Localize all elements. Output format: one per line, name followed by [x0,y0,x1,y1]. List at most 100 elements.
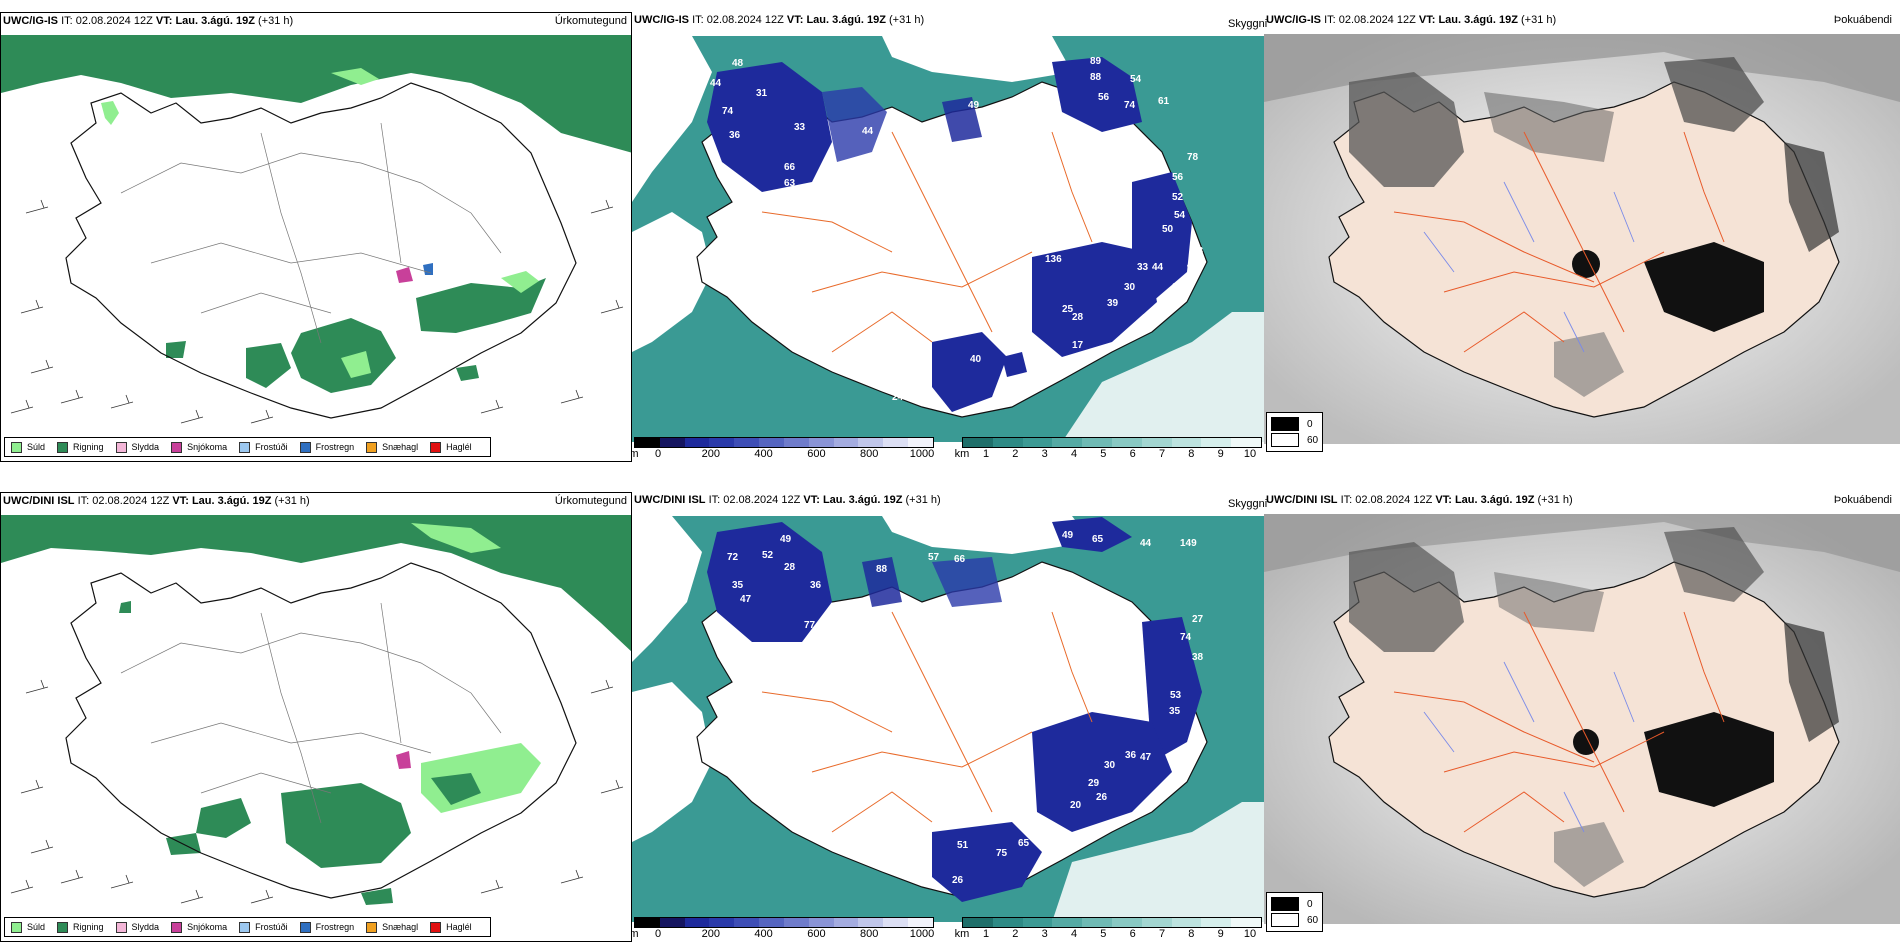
ceiling-value-label: 36 [729,130,741,141]
ceiling-value-label: 36 [1125,750,1137,761]
legend-swatch [57,921,69,933]
colorbar-tick-label: 1000 [909,448,935,460]
ceiling-value-label: 74 [1124,100,1136,111]
colorbar-tick-label: 5 [1100,448,1107,460]
legend-swatch [430,441,442,453]
colorbar-segment [1201,918,1232,927]
visibility-map [632,516,1264,922]
ceiling-value-label: 39 [1107,298,1119,309]
ceiling-value-label: 44 [1140,538,1152,549]
ceiling-value-label: 78 [1187,152,1199,163]
ceiling-value-label: 30 [1104,760,1116,771]
colorbar-tick-label: 4 [1070,448,1078,460]
precip-type-panel-row1: UWC/IG-IS IT: 02.08.2024 12Z VT: Lau. 3.… [0,12,632,462]
colorbar-segment [808,438,834,447]
colorbar-segment [1171,918,1202,927]
fog-legend-row: 60 [1271,912,1318,928]
colorbar-tick-label: 8 [1188,448,1195,460]
legend-label: Slydda [131,922,160,932]
colorbar-segment [1022,438,1053,447]
colorbar-segment [659,438,685,447]
ceiling-value-label: 56 [1172,172,1184,183]
legend-label: Haglél [446,442,472,452]
ceiling-labels: 48 44 31 74 36 33 66 63 56 89 88 54 56 74 61 49 66 46 44 63… [632,12,1264,462]
fog-legend-swatch [1271,417,1299,431]
ceiling-value-label: 52 [1172,192,1184,203]
legend-item: Rigning [57,441,104,453]
ceiling-value-label: 63 [784,178,796,189]
ceiling-value-label: 47 [1140,752,1152,763]
ceiling-value-label: 30 [1124,282,1136,293]
legend-swatch [57,441,69,453]
fog-legend-label: 60 [1307,434,1319,446]
legend-label: Frostúði [255,922,288,932]
panel-type-label: Þokuábendi [1833,14,1892,26]
legend-swatch [239,441,251,453]
colorbar-tick-label: 8 [1188,928,1195,940]
ceiling-value-label: 79 [837,254,849,265]
ceiling-value-label: 88 [1090,72,1102,83]
ceiling-value-label: 35 [1169,706,1181,717]
colorbar-segment [883,438,909,447]
ceiling-value-label: 46 [978,162,990,173]
ceiling-value-label: 49 [1062,530,1074,541]
colorbar-tick-label: 200 [701,928,720,940]
ceiling-value-label: 36 [810,580,822,591]
ceiling-value-label: 31 [756,88,768,99]
ceiling-colorbar: m 0 200 400 600 800 1000 [632,917,934,940]
legend-item: Frostregn [299,921,354,933]
colorbar-segment [1082,438,1112,447]
colorbar-segment [734,438,760,447]
colorbar-tick-label: 2 [1012,448,1019,460]
colorbar-tick-label: 400 [754,448,773,460]
ceiling-value-label: 28 [784,562,796,573]
colorbar-tick-label: 4 [1070,928,1078,940]
fog-legend-label: 0 [1307,898,1313,910]
panel-header: UWC/IG-IS IT: 02.08.2024 12Z VT: Lau. 3.… [3,15,294,27]
panel-type-label: Úrkomutegund [554,495,627,507]
legend-label: Frostregn [315,442,355,452]
ceiling-value-label: 17 [1072,340,1084,351]
fog-legend-row: 0 [1271,896,1318,912]
legend-label: Snjókoma [187,922,228,932]
panel-header: UWC/DINI ISL IT: 02.08.2024 12Z VT: Lau.… [3,495,310,507]
legend-item: Snjókoma [171,441,227,453]
visibility-panel-row1: UWC/IG-IS IT: 02.08.2024 12Z VT: Lau. 3.… [632,12,1264,462]
colorbar-segment [808,918,834,927]
legend-item: Frostúði [239,921,288,933]
ceiling-value-label: 66 [954,554,966,565]
legend-label: Haglél [446,922,472,932]
ceiling-value-label: 77 [804,620,816,631]
ceiling-value-label: 49 [780,534,792,545]
legend-swatch [115,441,127,453]
legend-label: Frostúði [255,442,288,452]
colorbar-segment [759,438,784,447]
ceiling-value-label: 40 [894,346,906,357]
legend-item: Frostregn [299,441,355,453]
colorbar-segment [635,918,660,927]
panel-header: UWC/IG-IS IT: 02.08.2024 12Z VT: Lau. 3.… [1266,14,1557,26]
colorbar-tick-label: 5 [1100,928,1107,940]
colorbar-segment [1111,438,1142,447]
colorbar-segment [908,918,933,927]
legend-swatch [115,921,127,933]
fog-indicator-panel-row1: UWC/IG-IS IT: 02.08.2024 12Z VT: Lau. 3.… [1264,12,1900,462]
fog-legend: 0 60 [1266,892,1324,932]
ceiling-value-label: 35 [732,580,744,591]
colorbar-segment [858,918,884,927]
legend-label: Snæhagl [382,442,419,452]
fog-legend-label: 0 [1307,418,1313,430]
visibility-colorbar: km 1 2 3 4 5 6 7 8 9 10 [955,437,1262,460]
legend-item: Haglél [430,921,472,933]
colorbar-tick-label: 600 [807,928,826,940]
colorbar-segment [709,438,735,447]
ceiling-value-label: 66 [954,160,966,171]
ceiling-value-label: 26 [952,875,964,886]
ceiling-value-label: 28 [1172,282,1184,293]
precip-map [1,33,631,443]
ceiling-value-label: 48 [732,58,744,69]
fog-legend-label: 60 [1307,914,1319,926]
ceiling-value-label: 75 [996,848,1008,859]
colorbar-tick-label: 200 [701,448,720,460]
colorbar-segment [833,918,859,927]
